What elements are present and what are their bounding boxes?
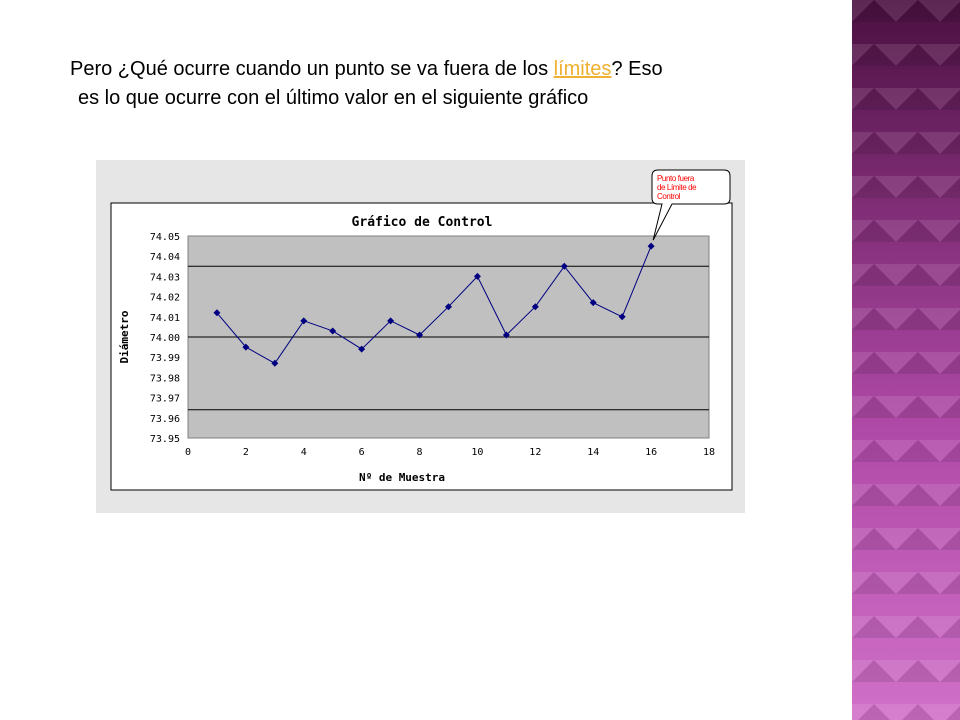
y-tick-label: 73.96 [150,414,180,425]
data-point [387,317,395,325]
callout-text-line: Punto fuera [657,174,695,183]
control-chart: Gráfico de Control Nº de Muestra Diámetr… [96,160,745,513]
decorative-pattern-panel [852,0,960,720]
data-point [416,331,424,339]
slide-text: Pero ¿Qué ocurre cuando un punto se va f… [70,55,830,113]
y-tick-label: 73.99 [150,353,180,364]
data-point [618,313,626,321]
y-tick-label: 73.98 [150,373,180,384]
x-tick-label: 18 [703,447,715,458]
data-point [358,345,366,353]
x-tick-label: 0 [185,447,191,458]
data-point [531,303,539,311]
data-point [647,242,655,250]
data-point [473,272,481,280]
y-axis-label: Diámetro [118,310,131,363]
data-point [300,317,308,325]
chart-svg: Gráfico de Control Nº de Muestra Diámetr… [110,169,733,491]
x-tick-labels: 0 2 4 6 8 10 12 14 16 18 [185,447,715,458]
control-limit-lines [188,265,709,411]
y-tick-label: 74.05 [150,232,180,243]
x-tick-label: 14 [587,447,599,458]
y-tick-label: 74.03 [150,272,180,283]
text-line-1: Pero ¿Qué ocurre cuando un punto se va f… [70,55,830,84]
series-points [213,242,655,367]
data-point [560,262,568,270]
x-tick-label: 8 [417,447,423,458]
chart-title: Gráfico de Control [352,215,493,230]
y-tick-label: 74.02 [150,293,180,304]
y-tick-label: 74.01 [150,313,180,324]
text-part-2: ? Eso [611,58,663,80]
y-tick-labels: 74.05 74.04 74.03 74.02 74.01 74.00 73.99 73.98… [150,232,180,445]
data-point [445,303,452,311]
text-part-1: Pero ¿Qué ocurre cuando un punto se va f… [70,58,554,80]
data-point [271,359,279,367]
x-axis-label: Nº de Muestra [359,471,445,484]
x-tick-label: 2 [243,447,249,458]
text-line-2: es lo que ocurre con el último valor en … [78,87,589,109]
x-tick-label: 10 [471,447,483,458]
x-tick-label: 4 [301,447,307,458]
data-point [242,343,250,351]
y-tick-label: 74.00 [150,333,180,344]
callout-bubble [651,169,731,241]
data-point [213,309,221,317]
y-tick-label: 73.95 [150,434,180,445]
data-point [329,327,337,335]
limites-link[interactable]: límites [553,58,612,80]
y-tick-label: 73.97 [150,394,180,405]
x-tick-label: 16 [645,447,657,458]
callout-text-line: Control [657,192,681,201]
series-line [216,245,652,364]
x-tick-label: 6 [359,447,365,458]
y-tick-label: 74.04 [150,252,180,263]
data-point [502,331,510,339]
callout-text-line: de Límite de [657,183,697,192]
data-point [589,299,597,307]
x-tick-label: 12 [529,447,541,458]
